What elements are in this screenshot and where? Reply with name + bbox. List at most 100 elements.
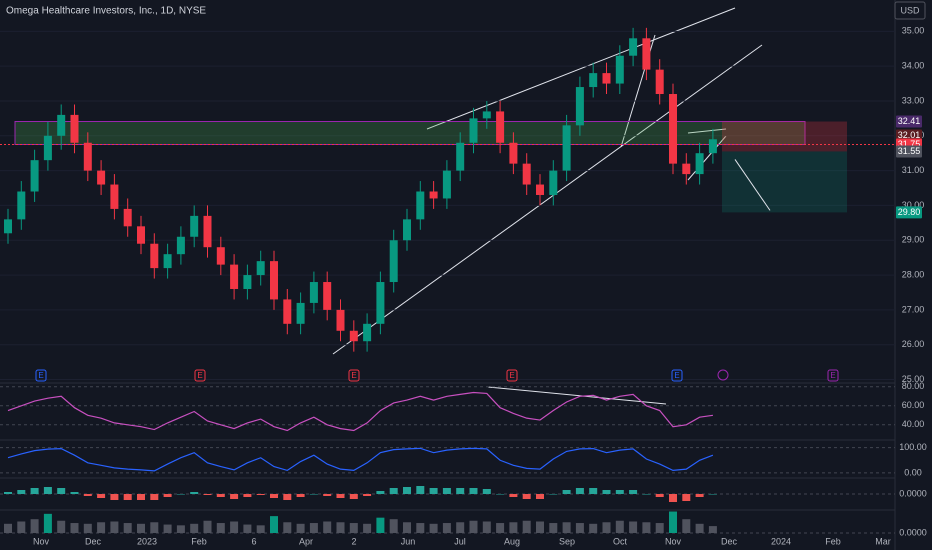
- event-label: E: [197, 371, 202, 380]
- volume-bar: [442, 523, 451, 533]
- candle-body: [190, 215, 199, 237]
- y-tick-label: 0.0000: [899, 488, 927, 498]
- candle-body: [376, 282, 385, 324]
- x-tick-label: 2024: [771, 536, 791, 546]
- candle-body: [336, 309, 345, 331]
- x-tick-label: Feb: [191, 536, 207, 546]
- candle-body: [589, 73, 598, 88]
- macd-bar: [123, 494, 132, 500]
- macd-bar: [283, 494, 292, 500]
- event-marker: [35, 369, 47, 382]
- y-tick-label: 31.00: [902, 165, 925, 175]
- macd-bar: [323, 494, 332, 496]
- y-tick-label: 33.00: [902, 95, 925, 105]
- rsi-line: [7, 391, 713, 432]
- candle-body: [642, 38, 651, 70]
- candle-body: [150, 243, 159, 269]
- candle-body: [562, 125, 571, 171]
- price-tag-label: 31.55: [898, 146, 921, 156]
- volume-bar: [30, 519, 39, 533]
- x-tick-label: 6: [251, 536, 256, 546]
- macd-bar: [137, 494, 145, 500]
- price-tag: [896, 115, 922, 128]
- x-tick-label: Nov: [665, 536, 682, 546]
- x-tick-label: Sep: [559, 536, 575, 546]
- event-marker: [348, 369, 360, 382]
- event-label: E: [38, 371, 43, 380]
- x-tick-label: Feb: [825, 536, 841, 546]
- volume-bar: [283, 522, 292, 533]
- macd-bar: [43, 487, 52, 494]
- volume-bar: [655, 523, 664, 533]
- candle-body: [629, 38, 638, 56]
- candle-body: [602, 73, 611, 84]
- target-zone: [722, 151, 847, 213]
- price-tag: [896, 129, 922, 142]
- event-label: E: [509, 371, 514, 380]
- candle-body: [615, 55, 624, 84]
- volume-bar: [243, 524, 252, 533]
- macd-bar: [203, 494, 212, 495]
- macd-bar: [416, 486, 425, 494]
- macd-bar: [336, 494, 345, 498]
- macd-bar: [176, 494, 185, 495]
- volume-bar: [416, 523, 425, 533]
- volume-bar: [496, 523, 505, 533]
- y-tick-label: 60.00: [902, 400, 925, 410]
- y-tick-label: 29.00: [902, 235, 925, 245]
- candle-body: [363, 323, 372, 342]
- volume-bar: [43, 513, 52, 533]
- macd-bar: [469, 488, 478, 494]
- macd-bar: [110, 494, 119, 500]
- candle-body: [283, 299, 292, 324]
- macd-bar: [442, 488, 451, 494]
- volume-bar: [216, 523, 225, 533]
- candle-body: [655, 69, 664, 95]
- volume-bar: [110, 521, 119, 533]
- macd-bar: [549, 494, 558, 495]
- stoch-line: [7, 447, 714, 472]
- volume-bar: [669, 511, 677, 533]
- volume-bar: [549, 523, 558, 533]
- chart-title: Omega Healthcare Investors, Inc., 1D, NY…: [6, 6, 206, 17]
- volume-bar: [536, 521, 544, 533]
- volume-bar: [403, 522, 411, 533]
- candle-body: [695, 153, 704, 175]
- candle-body: [349, 330, 358, 342]
- candle-body: [522, 163, 531, 185]
- candle-body: [203, 215, 212, 248]
- macd-bar: [695, 494, 704, 497]
- event-label: E: [830, 371, 835, 380]
- candle-body: [429, 191, 438, 199]
- macd-bar: [17, 490, 26, 494]
- macd-bar: [216, 494, 225, 497]
- price-tag-label: 32.41: [898, 116, 921, 126]
- candle-body: [708, 139, 717, 154]
- candle-body: [456, 142, 465, 171]
- volume-bar: [376, 517, 385, 533]
- macd-bar: [589, 488, 598, 494]
- candle-body: [270, 261, 278, 300]
- macd-bar: [575, 488, 584, 494]
- macd-bar: [230, 494, 239, 499]
- candle-body: [309, 282, 318, 303]
- candle-body: [669, 94, 677, 164]
- candle-body: [97, 170, 106, 185]
- volume-bar: [83, 523, 92, 533]
- currency-box[interactable]: [894, 1, 926, 20]
- macd-bar: [403, 487, 411, 494]
- x-tick-label: Oct: [613, 536, 628, 546]
- macd-bar: [190, 492, 199, 494]
- volume-bar: [230, 521, 239, 533]
- macd-bar: [97, 494, 106, 498]
- candle-body: [482, 111, 491, 119]
- macd-bar: [429, 488, 438, 494]
- y-tick-label: 0.0000: [899, 527, 927, 537]
- candle-body: [230, 264, 239, 289]
- candle-body: [575, 87, 584, 126]
- volume-bar: [629, 521, 638, 533]
- candle-body: [496, 111, 505, 143]
- y-tick-label: 40.00: [902, 419, 925, 429]
- volume-bar: [602, 522, 611, 533]
